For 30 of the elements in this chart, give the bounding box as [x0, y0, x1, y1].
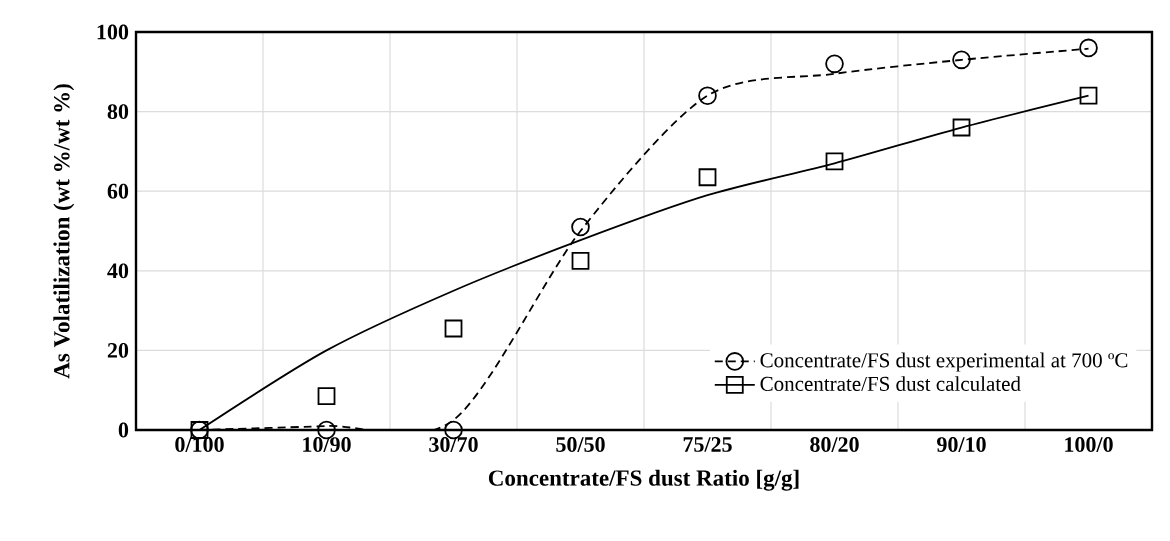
y-tick-label: 20 [107, 342, 129, 358]
y-tick-label: 80 [107, 104, 129, 120]
point [825, 152, 844, 171]
point [952, 50, 971, 70]
point [825, 54, 844, 74]
x-tick-label: 90/10 [937, 437, 986, 452]
y-tick-label: 60 [107, 183, 129, 199]
x-tick-label: 75/25 [683, 437, 732, 452]
x-tick-label: 0/100 [175, 437, 224, 452]
point [1079, 38, 1098, 58]
legend-label: Concentrate/FS dust calculated [760, 376, 1021, 391]
x-tick-label: 80/20 [810, 437, 859, 452]
point [698, 86, 717, 105]
point [952, 118, 971, 137]
y-axis-title: As Volatilization (wt %/wt %) [53, 84, 75, 379]
point [571, 217, 590, 237]
y-tick-label: 0 [118, 422, 129, 438]
x-tick-label: 100/0 [1065, 437, 1113, 452]
point [698, 168, 717, 187]
x-axis-title: Concentrate/FS dust Ratio [g/g] [488, 469, 799, 491]
point [1079, 86, 1098, 105]
x-tick-label: 30/70 [429, 437, 478, 452]
point [444, 319, 463, 338]
y-tick-label: 100 [97, 24, 129, 40]
point [571, 251, 590, 270]
x-tick-label: 10/90 [303, 437, 351, 452]
legend-label: Concentrate/FS dust experimental at 700 ºC [760, 352, 1128, 372]
x-tick-label: 50/50 [556, 437, 605, 452]
y-tick-label: 40 [107, 263, 129, 279]
point [317, 387, 336, 406]
